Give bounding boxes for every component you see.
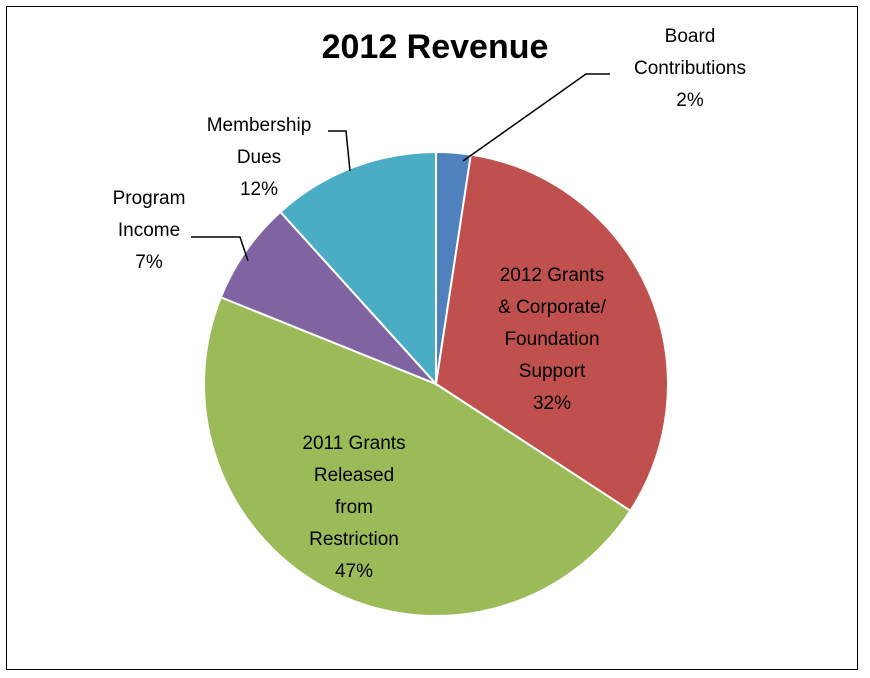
slice-labels: Board Contributions 2% 2012 Grants & Corpora… (113, 26, 746, 582)
slice-label-2: 2012 Grants & Corporate/Foundation Support… (498, 265, 606, 414)
slice-percent: 47% (335, 561, 373, 582)
leader-line-5 (328, 130, 351, 172)
slice-label-line: Released (314, 465, 394, 486)
pie-slice-5 (278, 150, 437, 387)
slice-percent: 7% (135, 252, 163, 273)
pie-slices (203, 150, 669, 617)
slice-label-4: Program Income 7% (113, 188, 186, 273)
slice-label-line: Board (665, 26, 716, 47)
slice-label-3: 2011 Grants Released from Restriction 47% (302, 433, 405, 582)
slice-label-line: Membership (207, 115, 312, 136)
slice-label-5: Membership Dues 12% (207, 115, 312, 200)
slice-label-line: & Corporate/ (498, 297, 606, 318)
slice-percent: 2% (676, 90, 704, 111)
slice-label-line: Program (113, 188, 186, 209)
pie-slice-4 (219, 210, 437, 385)
slice-label-line: Restriction (309, 529, 399, 550)
slice-label-line: Foundation (504, 329, 599, 350)
slice-label-line: Income (118, 220, 180, 241)
pie-slice-3 (203, 295, 632, 617)
leader-line-4 (191, 236, 249, 262)
slice-label-line: 2012 Grants (500, 265, 605, 286)
slice-label-line: Dues (237, 147, 281, 168)
chart-title: 2012 Revenue (322, 28, 549, 66)
slice-label-line: from (335, 497, 373, 518)
slice-label-line: Support (519, 361, 586, 382)
leader-lines (191, 73, 610, 262)
slice-label-1: Board Contributions 2% (634, 26, 746, 111)
slice-percent: 32% (533, 393, 571, 414)
slice-percent: 12% (240, 179, 278, 200)
leader-line-1 (462, 73, 610, 162)
slice-label-line: Contributions (634, 58, 746, 79)
slice-label-line: 2011 Grants (302, 433, 405, 454)
